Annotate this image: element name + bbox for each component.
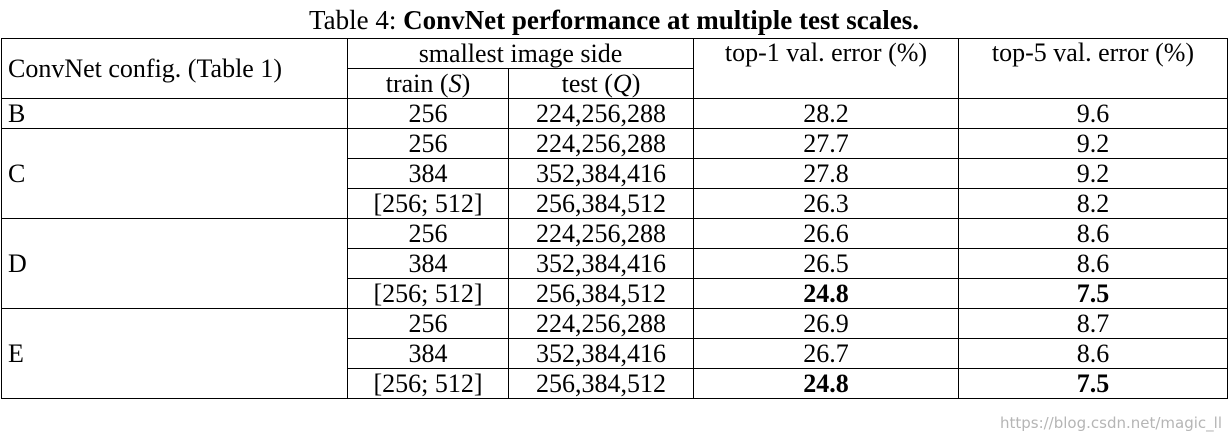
header-cell: ConvNet config. (Table 1) [1,38,348,99]
test-cell: 352,384,416 [508,158,694,189]
test-cell: 256,384,512 [508,368,694,399]
header-cell: smallest image side [347,38,694,69]
train-cell: 256 [347,128,509,159]
top5-cell: 7.5 [958,368,1228,399]
header-cell: top-5 val. error (%) [958,38,1228,99]
table-body: ConvNet config. (Table 1) smallest image… [1,38,1228,399]
train-cell: 384 [347,248,509,279]
train-cell: 256 [347,98,509,129]
test-cell: 256,384,512 [508,188,694,219]
top1-cell: 26.3 [693,188,959,219]
data-row: 384 352,384,416 26.5 8.6 [2,248,1228,279]
test-cell: 224,256,288 [508,218,694,249]
config-cell: B [1,98,348,129]
test-cell: 224,256,288 [508,128,694,159]
top5-cell: 9.2 [958,128,1228,159]
header-symbol: Q [612,68,632,98]
top5-cell: 9.6 [958,98,1228,129]
top5-cell: 9.2 [958,158,1228,189]
test-cell: 352,384,416 [508,338,694,369]
config-cell: D [1,218,348,309]
header-symbol: S [448,68,462,98]
top1-cell: 26.6 [693,218,959,249]
top5-cell: 8.6 [958,248,1228,279]
data-row: D 256 224,256,288 26.6 8.6 [1,218,1228,309]
top5-cell: 8.2 [958,188,1228,219]
header-cell: top-1 val. error (%) [693,38,959,99]
train-cell: 384 [347,338,509,369]
test-cell: 224,256,288 [508,98,694,129]
header-cell: test (Q) [508,68,694,99]
data-row: 384 352,384,416 26.7 8.6 [2,338,1228,369]
top1-cell: 27.7 [693,128,959,159]
watermark: https://blog.csdn.net/magic_ll [999,414,1222,432]
caption-title: ConvNet performance at multiple test sca… [403,5,919,35]
header-text: ) [461,68,471,98]
top1-cell: 24.8 [693,278,959,309]
data-row: E 256 224,256,288 26.9 8.7 [1,308,1228,399]
train-cell: 256 [347,218,509,249]
data-row: [256; 512] 256,384,512 24.8 7.5 [2,278,1228,309]
top1-cell: 26.9 [693,308,959,339]
data-row: 384 352,384,416 27.8 9.2 [2,158,1228,189]
config-cell: E [1,308,348,399]
caption-label: Table 4: [309,5,397,35]
train-cell: 384 [347,158,509,189]
test-cell: 352,384,416 [508,248,694,279]
top1-cell: 28.2 [693,98,959,129]
train-cell: [256; 512] [347,278,509,309]
top1-cell: 27.8 [693,158,959,189]
data-row: C 256 224,256,288 27.7 9.2 [1,128,1228,219]
config-cell: C [1,128,348,219]
header-cell: train (S) [347,68,509,99]
top5-cell: 8.7 [958,308,1228,339]
results-table: ConvNet config. (Table 1) smallest image… [1,38,1228,399]
top1-cell: 24.8 [693,368,959,399]
test-cell: 224,256,288 [508,308,694,339]
train-cell: [256; 512] [347,368,509,399]
data-row: [256; 512] 256,384,512 26.3 8.2 [2,188,1228,219]
data-row: B 256 224,256,288 28.2 9.6 [1,98,1228,129]
header-text: ) [631,68,641,98]
header-text: train ( [385,68,449,98]
top5-cell: 7.5 [958,278,1228,309]
top1-cell: 26.7 [693,338,959,369]
top5-cell: 8.6 [958,338,1228,369]
header-row: ConvNet config. (Table 1) smallest image… [1,38,1228,99]
top5-cell: 8.6 [958,218,1228,249]
caption: Table 4: ConvNet performance at multiple… [0,0,1228,38]
data-row: [256; 512] 256,384,512 24.8 7.5 [2,368,1228,399]
top1-cell: 26.5 [693,248,959,279]
train-cell: 256 [347,308,509,339]
header-text: test ( [561,68,613,98]
test-cell: 256,384,512 [508,278,694,309]
train-cell: [256; 512] [347,188,509,219]
